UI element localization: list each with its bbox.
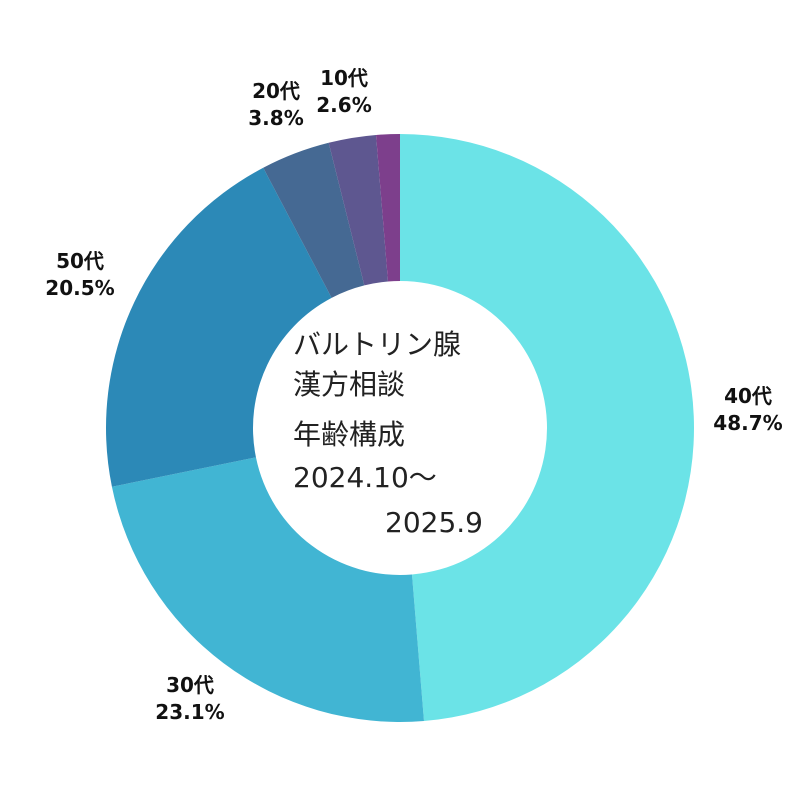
slice-percent-50代: 20.5% (45, 276, 114, 300)
center-title-line-1: バルトリン腺 (293, 328, 461, 361)
labels-group: 40代 48.7% 30代 23.1% 50代 20.5% 20代 3.8% 10代 2.6% (45, 66, 782, 724)
center-title-line-3: 年齢構成 (293, 418, 405, 451)
slice-other (376, 134, 400, 282)
center-title-line-4: 2024.10～ (293, 461, 437, 494)
slice-label-10代: 10代 (320, 66, 368, 90)
slice-50代 (105, 167, 332, 487)
slices-group (105, 134, 694, 722)
slice-label-40代: 40代 (724, 384, 772, 408)
slice-label-20代: 20代 (252, 79, 300, 103)
center-title: バルトリン腺 漢方相談 年齢構成 2024.10～ 2025.9 (293, 328, 483, 539)
slice-10代 (328, 134, 389, 286)
center-title-line-2: 漢方相談 (293, 368, 405, 401)
slice-40代 (400, 134, 694, 722)
slice-percent-40代: 48.7% (713, 411, 782, 435)
slice-30代 (111, 457, 424, 722)
slice-percent-20代: 3.8% (248, 106, 303, 130)
center-title-line-5: 2025.9 (385, 506, 483, 539)
slice-label-30代: 30代 (166, 673, 214, 697)
slice-20代 (263, 142, 365, 298)
slice-label-50代: 50代 (56, 249, 104, 273)
slice-percent-10代: 2.6% (316, 93, 371, 117)
slice-percent-30代: 23.1% (155, 700, 224, 724)
